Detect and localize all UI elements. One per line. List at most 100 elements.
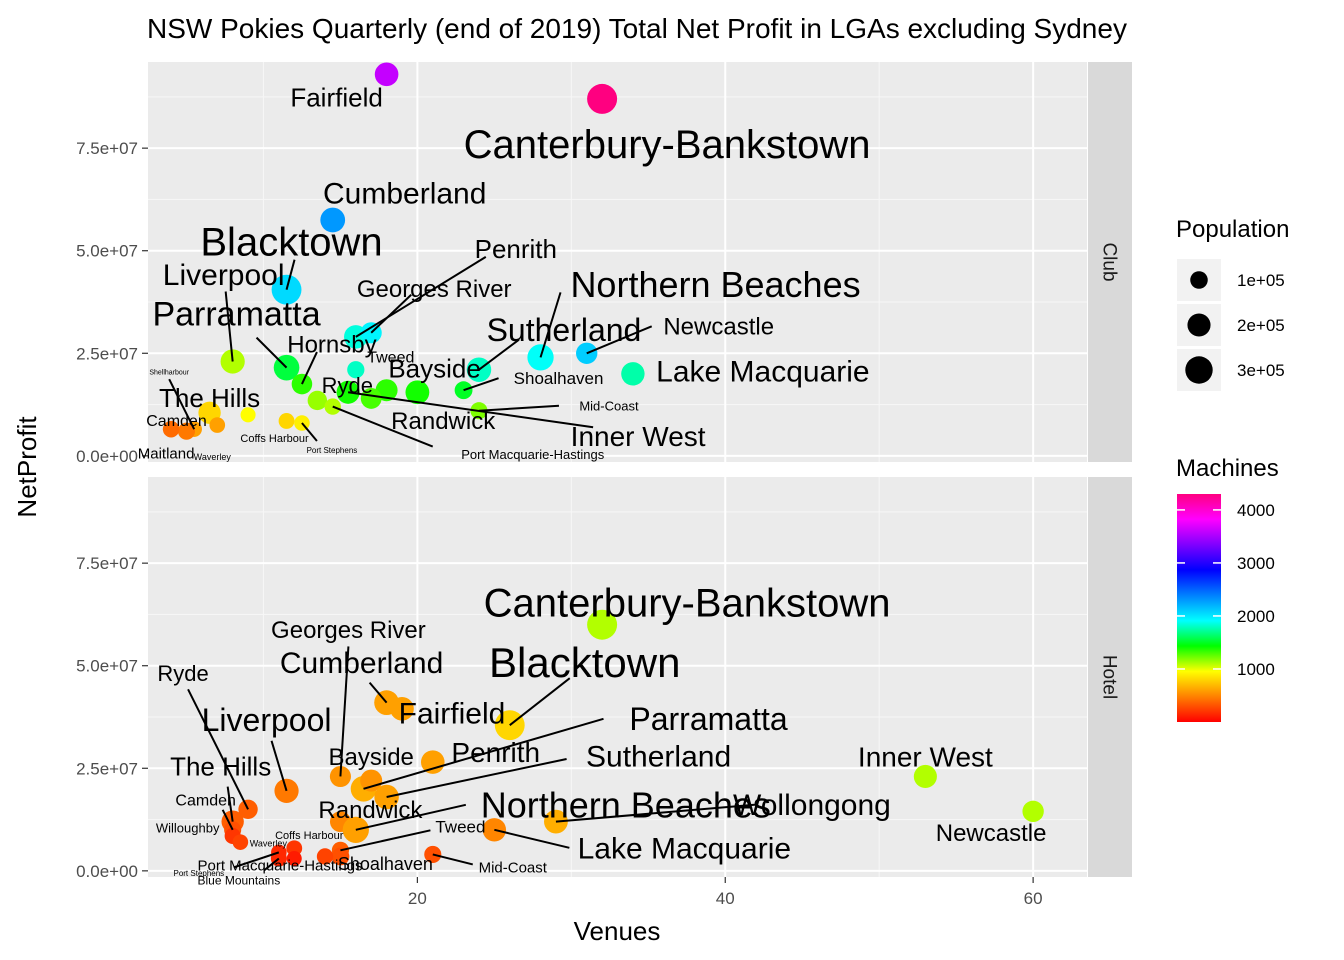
label-leader-line (168, 378, 196, 430)
point-northern-beaches (342, 816, 369, 843)
point-label: Penrith (451, 737, 540, 768)
point-label: Sutherland (586, 741, 731, 774)
point-wollongong (405, 380, 430, 405)
label-leader-line (509, 677, 571, 726)
point-label: Ryde (157, 661, 208, 686)
labels-group: Canterbury-Bankstown Blacktown Cumberland F… (156, 582, 1047, 888)
points-group (162, 62, 645, 440)
point-coffs-harbour (278, 413, 295, 429)
label-leader-line (355, 803, 467, 831)
point-label: Port Stephens (307, 446, 358, 455)
point-bayside (360, 769, 383, 792)
point-label: Blue Mountains (197, 874, 280, 888)
x-tick-label: 20 (408, 889, 427, 908)
label-leader-line (285, 259, 296, 290)
point-label: The Hills (170, 752, 271, 782)
point-label: Canterbury-Bankstown (464, 123, 871, 167)
x-tick-label: 60 (1024, 889, 1043, 908)
label-leader-line (301, 422, 318, 442)
point-label: Georges River (271, 617, 426, 644)
label-leader-line (355, 256, 487, 338)
y-tick-label: 5.0e+07 (76, 657, 138, 676)
label-leader-line (370, 294, 412, 334)
point-ryde (307, 390, 328, 411)
point-label: Lake Macquarie (578, 832, 791, 865)
color-legend-label: 3000 (1237, 554, 1275, 573)
facet-strip-label: Club (1098, 242, 1119, 281)
label-leader-line (363, 717, 604, 790)
point-label: Camden (175, 792, 235, 809)
label-leader-line (255, 336, 288, 369)
y-tick-label: 0.0e+00 (76, 447, 138, 466)
point-camden (177, 422, 196, 440)
point-label: Wollongong (733, 789, 891, 822)
size-legend-dot (1187, 313, 1211, 337)
point-randwick (360, 387, 382, 409)
color-legend-title: Machines (1176, 455, 1279, 482)
point-label: Willoughby (156, 821, 220, 836)
point-port-macquarie-hastings (316, 848, 334, 865)
y-tick-label: 7.5e+07 (76, 139, 138, 158)
size-legend-dot (1185, 356, 1213, 384)
point-label: Northern Beaches (570, 264, 860, 305)
point-label: Lake Macquarie (656, 355, 869, 388)
point-label: Mid-Coast (479, 860, 548, 877)
point-label: Newcastle (936, 820, 1047, 847)
label-leader-line (263, 857, 280, 872)
point-label: Cumberland (323, 177, 486, 210)
facet-strip-label: Hotel (1098, 655, 1119, 699)
point-lake-macquarie (621, 362, 645, 386)
panel-background (148, 62, 1087, 462)
point-label: Waverley (194, 452, 232, 462)
point-label: Northern Beaches (481, 784, 771, 825)
point-label: Camden (146, 413, 206, 430)
point-canterbury-bankstown (587, 609, 618, 640)
point-label: Cumberland (280, 647, 443, 680)
point-inner-west (913, 764, 937, 789)
point-label: Newcastle (663, 314, 774, 341)
label-leader-line (432, 853, 474, 866)
point-fairfield (390, 696, 414, 721)
point-label: Georges River (357, 276, 512, 303)
point-label: Liverpool (202, 702, 332, 738)
label-leader-line (221, 809, 234, 831)
chart-title: NSW Pokies Quarterly (end of 2019) Total… (147, 13, 1127, 44)
point-label: Coffs Harbour (275, 830, 344, 842)
point-sutherland (466, 357, 492, 382)
point-label: Sutherland (487, 312, 642, 348)
point-label: Bayside (388, 353, 481, 383)
size-legend-dot (1190, 271, 1208, 289)
point-label: Blacktown (200, 221, 382, 265)
point-label: Waverley (250, 838, 288, 848)
color-legend-bar (1177, 494, 1221, 722)
size-legend-label: 1e+05 (1237, 271, 1285, 290)
size-legend-title: Population (1176, 216, 1289, 243)
point-label: Shoalhaven (338, 854, 433, 874)
point-liverpool (274, 778, 299, 803)
label-leader-line (233, 851, 280, 869)
color-legend-label: 1000 (1237, 660, 1275, 679)
legend: Population 1e+05 2e+05 3e+05 Machines 4000 300… (1176, 216, 1289, 722)
label-leader-line (347, 391, 594, 429)
label-leader-line (386, 758, 567, 798)
label-leader-line (586, 325, 653, 355)
point-label: Shoalhaven (514, 369, 604, 388)
point-penrith (420, 750, 445, 774)
label-leader-line (187, 688, 249, 810)
labels-group: Fairfield Canterbury-Bankstown Cumberland B… (138, 82, 871, 462)
point-sutherland (374, 784, 399, 810)
y-tick-label: 2.5e+07 (76, 344, 138, 363)
size-legend-label: 3e+05 (1237, 361, 1285, 380)
label-leader-line (226, 786, 234, 822)
point-fairfield (374, 62, 399, 87)
facet-panel-hotel: 0.0e+00 2.5e+07 5.0e+07 7.5e+07 Hotel Canterb… (76, 477, 1132, 888)
point-label: Port Macquarie-Hastings (461, 447, 605, 462)
label-leader-line (340, 829, 431, 852)
facet-panel-club: 0.0e+00 2.5e+07 5.0e+07 7.5e+07 Club Fairfiel… (76, 62, 1132, 466)
point-cumberland (320, 207, 346, 233)
point-label: Parramatta (629, 701, 787, 737)
point-label: Blacktown (489, 639, 680, 686)
point-hawkesbury (286, 851, 302, 867)
point-label: Tweed (367, 349, 414, 366)
facet-strip (1088, 62, 1132, 462)
